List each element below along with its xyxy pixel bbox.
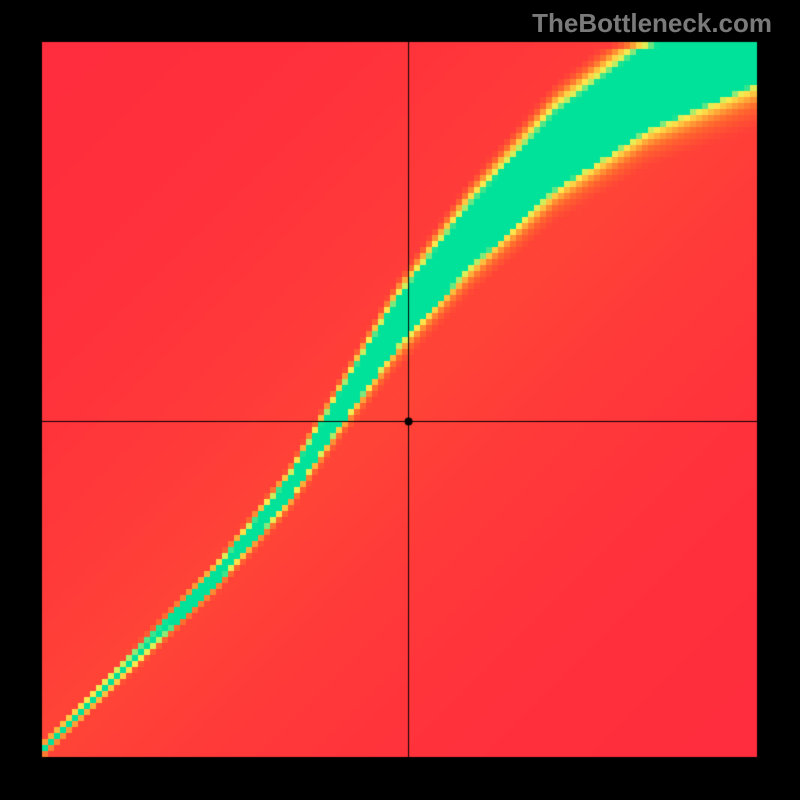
watermark-text: TheBottleneck.com (532, 8, 772, 39)
bottleneck-heatmap (0, 0, 800, 800)
